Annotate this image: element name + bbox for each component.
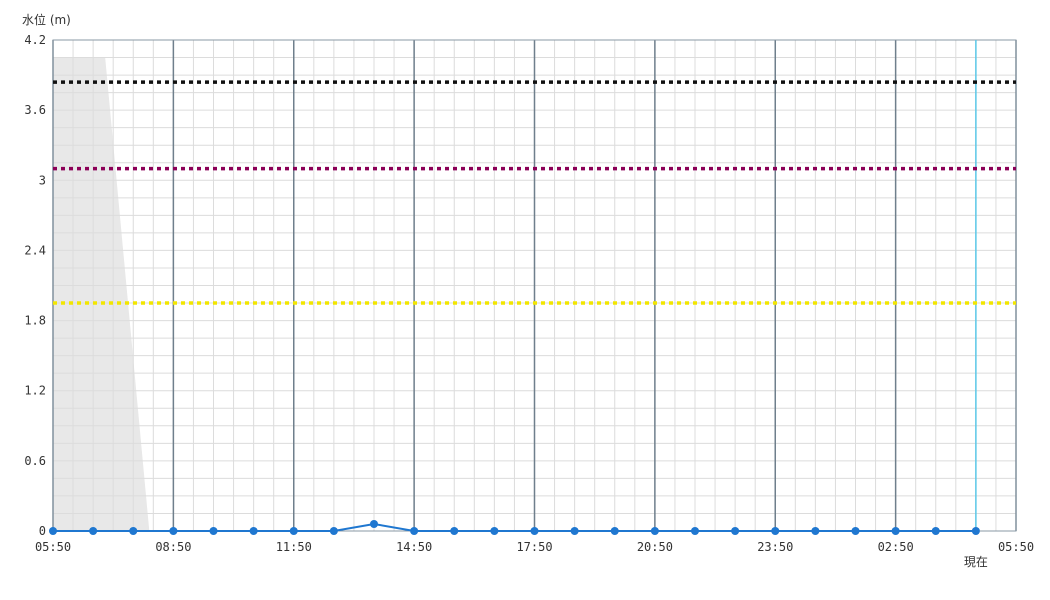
data-point [490,527,499,535]
data-point [410,527,419,535]
y-tick-label: 2.4 [24,243,46,257]
x-tick-label: 08:50 [155,540,191,554]
data-point [851,527,860,535]
data-point [329,527,338,535]
y-tick-label: 1.8 [24,314,46,328]
series [49,519,980,535]
data-point [209,527,218,535]
data-point [370,519,378,528]
y-axis-label: 水位 (m) [22,12,71,27]
data-point [731,527,740,535]
data-point [771,527,780,535]
data-point [610,527,619,535]
y-tick-label: 3.6 [24,103,46,117]
x-tick-label: 23:50 [757,540,793,554]
now-label: 現在 [964,555,988,569]
data-point [289,527,298,535]
y-tick-label: 3 [39,173,46,187]
data-point [49,527,57,535]
data-point [971,527,980,535]
x-tick-label: 05:50 [35,540,71,554]
y-tick-label: 0.6 [24,454,46,468]
data-point [530,527,539,535]
x-tick-label: 11:50 [276,540,312,554]
data-point [249,527,258,535]
data-point [891,527,900,535]
data-point [169,527,178,535]
data-point [691,527,699,535]
axis-labels: 0 0.6 1.2 1.8 2.4 3 3.6 4.2 05:50 08:50 11:50 14:50… [24,33,1034,569]
x-tick-label: 17:50 [516,540,552,554]
x-tick-label: 20:50 [637,540,673,554]
x-tick-label: 05:50 [998,540,1034,554]
x-tick-label: 02:50 [878,540,914,554]
data-point [89,527,98,535]
x-tick-label: 14:50 [396,540,432,554]
grid [52,39,1017,532]
data-point [129,527,138,535]
data-point [931,527,940,535]
y-tick-label: 4.2 [24,33,46,47]
data-point [450,527,459,535]
threshold-lines [53,80,1016,305]
shaded-area [53,57,150,532]
data-point [570,527,579,535]
data-point [650,527,659,535]
shaded-region [53,57,150,532]
data-point [811,527,820,535]
y-tick-label: 1.2 [24,384,46,398]
series-line [53,522,976,532]
y-tick-label: 0 [39,524,46,538]
